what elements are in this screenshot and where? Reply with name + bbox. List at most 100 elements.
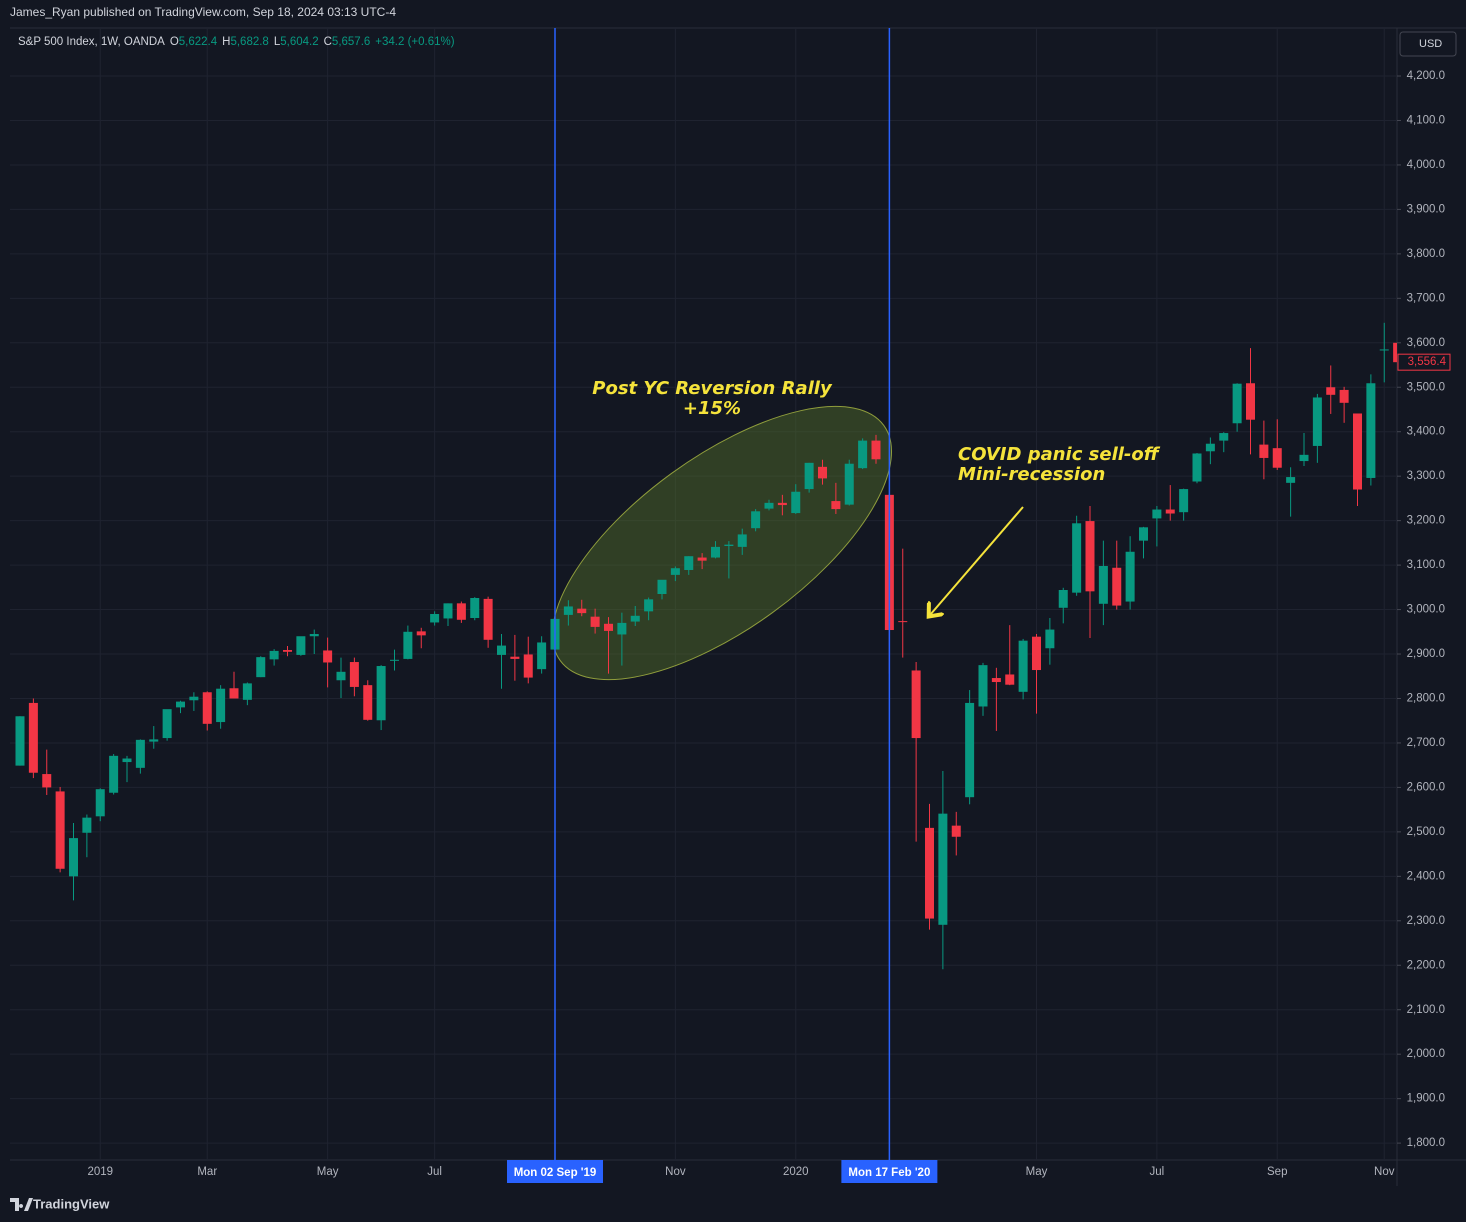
candle-body [737, 534, 747, 547]
candle-body [202, 692, 212, 724]
legend-item: +34.2 (+0.61%) [375, 36, 454, 48]
candle-body [604, 623, 613, 631]
legend-item: 5,657.6 [332, 36, 370, 48]
candle-body [711, 546, 720, 558]
y-tick-label: 2,200.0 [1407, 959, 1445, 971]
candle-body [430, 614, 440, 623]
candle-body [456, 603, 466, 620]
candle-body [991, 678, 1001, 683]
candle-body [135, 739, 145, 768]
y-tick-label: 1,900.0 [1407, 1093, 1445, 1105]
candle-body [162, 709, 172, 739]
y-tick-label: 3,000.0 [1407, 604, 1445, 616]
candle-body [978, 665, 988, 707]
candle-body [15, 716, 25, 766]
cursor-label-bg [841, 1160, 938, 1183]
candle-body [82, 817, 92, 833]
legend-item: 5,604.2 [280, 36, 318, 48]
candle-body [416, 631, 426, 636]
candle-body [911, 670, 921, 739]
candle-body [323, 650, 333, 663]
candle-body [938, 813, 948, 925]
candle-body [1205, 443, 1215, 452]
candle-body [1005, 674, 1015, 685]
candle-body [791, 491, 801, 514]
legend-item: 5,682.8 [230, 36, 268, 48]
candle-body [563, 606, 573, 615]
candle-body [95, 789, 105, 817]
candle-body [229, 688, 239, 699]
x-tick-label: Jul [1150, 1166, 1165, 1178]
candle-body [670, 568, 680, 575]
candle-body [1272, 448, 1282, 468]
annotation-arrow [930, 506, 1024, 615]
candle-body [1165, 509, 1175, 514]
y-tick-label: 3,700.0 [1407, 292, 1445, 304]
candle-body [831, 501, 841, 510]
x-tick-label: May [317, 1166, 339, 1178]
currency-box[interactable] [1399, 31, 1457, 57]
y-tick-label: 1,800.0 [1407, 1137, 1445, 1149]
y-tick-label: 4,200.0 [1407, 70, 1445, 82]
x-tick-label: Jul [427, 1166, 442, 1178]
candle-body [684, 556, 694, 570]
y-tick-label: 3,300.0 [1407, 470, 1445, 482]
y-tick-label: 3,400.0 [1407, 426, 1445, 438]
candle-body [55, 791, 65, 869]
y-tick-label: 2,300.0 [1407, 915, 1445, 927]
y-tick-label: 2,700.0 [1407, 737, 1445, 749]
cursor-label-bg [507, 1160, 603, 1183]
candle-body [1326, 387, 1336, 395]
candle-body [951, 825, 961, 837]
candle-body [1085, 521, 1095, 592]
candle-body [1045, 629, 1055, 649]
candle-body [510, 656, 520, 659]
candle-body [176, 701, 185, 708]
legend-item: H [222, 36, 230, 48]
candle-body [470, 598, 480, 619]
candle-body [871, 440, 881, 460]
candle-body [1219, 433, 1229, 441]
candle-body [1353, 413, 1362, 490]
x-tick-label: 2020 [783, 1166, 809, 1178]
candle-body [804, 462, 814, 490]
candle-body [1072, 523, 1082, 593]
candle-body [1286, 477, 1296, 483]
candle-body [1018, 640, 1028, 692]
cursor-label: Mon 17 Feb '20 [848, 1167, 930, 1179]
last-price-bg [1397, 353, 1451, 371]
y-tick-label: 2,500.0 [1407, 826, 1445, 838]
candle-body [724, 544, 734, 546]
candle-body [1339, 389, 1349, 403]
candle-body [189, 696, 199, 701]
candle-body [1379, 349, 1389, 351]
candle-body [483, 598, 493, 640]
candle-body [1299, 454, 1309, 462]
legend-item: O [170, 36, 179, 48]
candle-body [965, 702, 975, 798]
currency[interactable]: USD [1419, 38, 1442, 50]
y-tick-label: 3,200.0 [1407, 515, 1445, 527]
x-tick-label: Mar [197, 1166, 217, 1178]
candle-body [349, 662, 359, 687]
y-tick-label: 2,000.0 [1407, 1048, 1445, 1060]
candle-body [751, 511, 761, 529]
candle-body [1098, 565, 1108, 604]
annotation: COVID panic sell-off [958, 444, 1161, 465]
candle-body [242, 683, 252, 700]
candle-body [644, 599, 654, 612]
candle-body [296, 636, 306, 655]
candle-body [283, 650, 292, 652]
candle-body [925, 827, 934, 919]
candle-body [390, 659, 399, 661]
x-tick-label: Nov [665, 1166, 686, 1178]
candle-body [28, 702, 38, 773]
candle-body [657, 579, 667, 594]
y-tick-label: 4,000.0 [1407, 159, 1445, 171]
y-tick-label: 3,600.0 [1407, 337, 1445, 349]
y-tick-label: 3,500.0 [1407, 381, 1445, 393]
candle-body [1259, 444, 1269, 458]
candle-body [1246, 383, 1255, 420]
